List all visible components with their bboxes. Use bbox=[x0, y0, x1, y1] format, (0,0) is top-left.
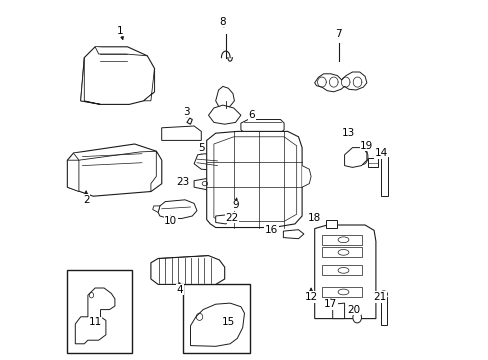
Text: 18: 18 bbox=[307, 213, 321, 223]
Text: 5: 5 bbox=[198, 143, 204, 153]
Polygon shape bbox=[194, 178, 215, 190]
Polygon shape bbox=[194, 154, 221, 170]
Polygon shape bbox=[283, 230, 303, 239]
Polygon shape bbox=[206, 131, 302, 228]
Text: 12: 12 bbox=[304, 292, 317, 302]
Bar bbox=[67, 270, 132, 353]
Polygon shape bbox=[162, 126, 201, 140]
Polygon shape bbox=[151, 256, 224, 284]
Polygon shape bbox=[381, 157, 387, 196]
Text: 21: 21 bbox=[372, 292, 386, 302]
Text: 19: 19 bbox=[360, 141, 373, 151]
Text: 16: 16 bbox=[264, 225, 278, 235]
Polygon shape bbox=[344, 148, 366, 167]
Polygon shape bbox=[81, 58, 101, 104]
Polygon shape bbox=[314, 225, 375, 319]
Polygon shape bbox=[143, 68, 154, 101]
Polygon shape bbox=[190, 303, 244, 346]
Bar bbox=[321, 265, 361, 275]
Text: 1: 1 bbox=[117, 26, 123, 36]
Polygon shape bbox=[158, 200, 197, 219]
Text: 14: 14 bbox=[374, 148, 387, 158]
Text: 2: 2 bbox=[82, 195, 89, 205]
Polygon shape bbox=[213, 137, 296, 221]
Polygon shape bbox=[325, 220, 337, 228]
Bar bbox=[321, 235, 361, 245]
Text: 20: 20 bbox=[347, 305, 360, 315]
Text: 6: 6 bbox=[248, 110, 254, 120]
Polygon shape bbox=[81, 47, 154, 104]
Polygon shape bbox=[186, 118, 192, 124]
Polygon shape bbox=[215, 215, 229, 224]
Polygon shape bbox=[152, 206, 160, 212]
Ellipse shape bbox=[352, 312, 361, 323]
Text: 17: 17 bbox=[324, 299, 337, 309]
Text: 22: 22 bbox=[225, 213, 238, 223]
Ellipse shape bbox=[380, 291, 386, 297]
Polygon shape bbox=[367, 158, 377, 167]
Polygon shape bbox=[95, 47, 147, 56]
Text: 8: 8 bbox=[219, 17, 226, 27]
Text: 15: 15 bbox=[221, 317, 234, 327]
Bar bbox=[183, 284, 249, 353]
Polygon shape bbox=[302, 166, 310, 187]
Text: 7: 7 bbox=[334, 29, 341, 39]
Polygon shape bbox=[151, 151, 162, 192]
Text: 23: 23 bbox=[176, 177, 189, 187]
Polygon shape bbox=[67, 144, 162, 196]
Bar bbox=[321, 247, 361, 257]
Bar bbox=[321, 287, 361, 297]
Text: 13: 13 bbox=[342, 128, 355, 138]
Polygon shape bbox=[73, 151, 156, 160]
Text: 4: 4 bbox=[176, 285, 183, 295]
Polygon shape bbox=[332, 303, 344, 319]
Polygon shape bbox=[208, 105, 241, 124]
Text: 3: 3 bbox=[183, 107, 190, 117]
Polygon shape bbox=[67, 160, 79, 192]
Text: 9: 9 bbox=[232, 200, 238, 210]
Polygon shape bbox=[75, 288, 115, 344]
Polygon shape bbox=[241, 120, 284, 133]
Polygon shape bbox=[314, 72, 366, 92]
Polygon shape bbox=[380, 297, 386, 325]
Polygon shape bbox=[215, 86, 234, 108]
Text: 11: 11 bbox=[88, 317, 102, 327]
Text: 10: 10 bbox=[164, 216, 177, 226]
